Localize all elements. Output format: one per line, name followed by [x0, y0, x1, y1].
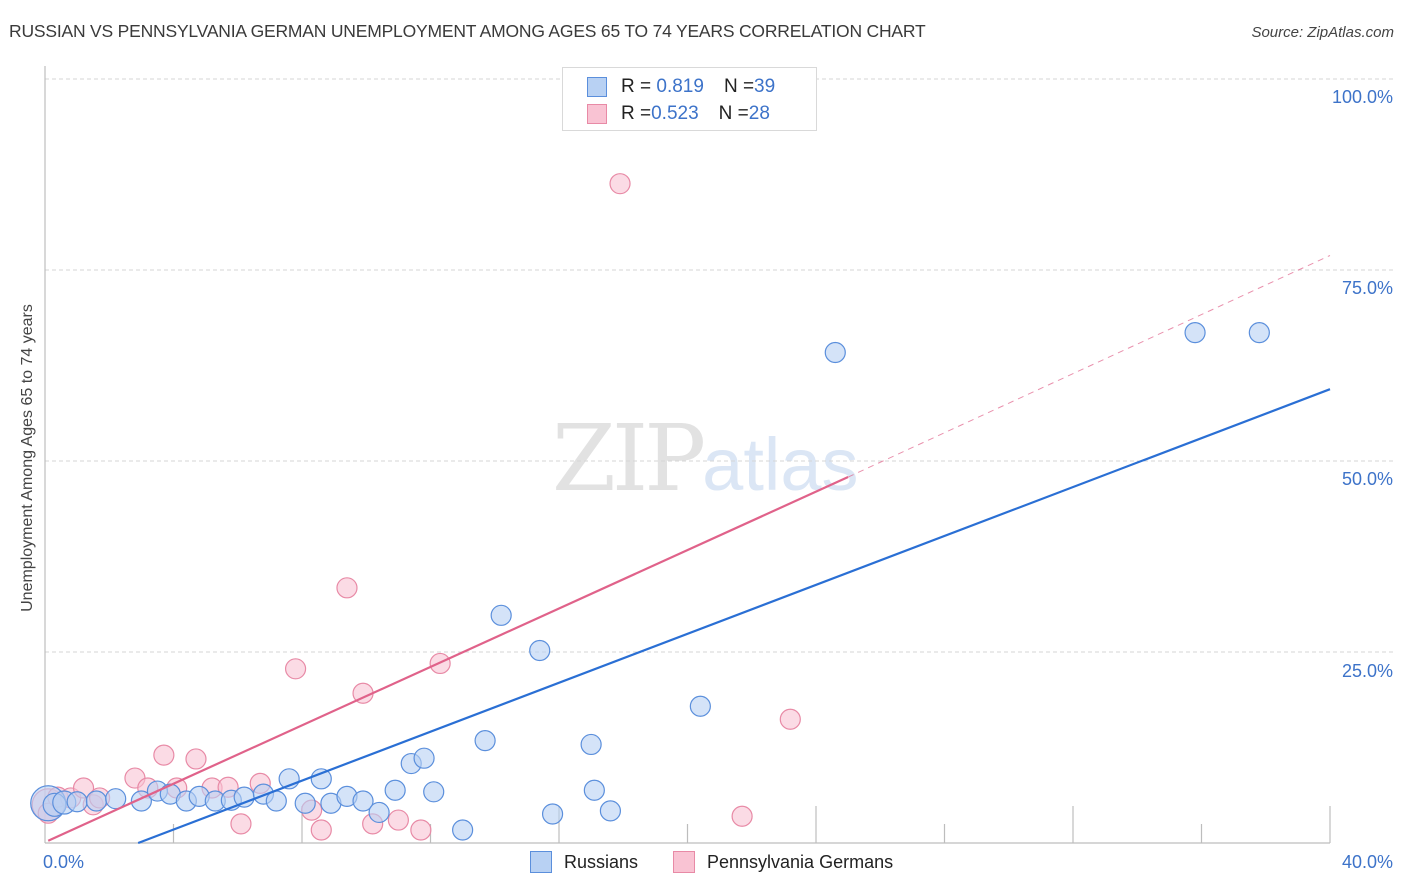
r-value: 0.819 [656, 76, 704, 97]
y-tick-50: 50.0% [1341, 469, 1393, 489]
data-point [384, 779, 406, 801]
data-point [580, 733, 602, 756]
data-point [824, 341, 846, 364]
chart-title: RUSSIAN VS PENNSYLVANIA GERMAN UNEMPLOYM… [9, 21, 926, 41]
legend-item-pennsylvania-germans[interactable]: Pennsylvania Germans [673, 851, 893, 873]
watermark-atlas: atlas [702, 423, 859, 506]
y-tick-75: 75.0% [1341, 278, 1393, 298]
source-credit: Source: ZipAtlas.com [1251, 24, 1394, 41]
data-point [368, 801, 390, 824]
r-label: R = [621, 103, 652, 124]
data-point [413, 747, 435, 769]
legend-item-russians[interactable]: Russians [530, 851, 638, 873]
x-tick-max: 40.0% [1341, 852, 1393, 872]
data-point [387, 809, 409, 831]
russians-swatch-icon [530, 851, 552, 873]
penn-trendline-extension [847, 255, 1331, 478]
legend-label: Pennsylvania Germans [707, 851, 894, 872]
stats-legend-row-russians: R = 0.819 N = 39 [587, 75, 775, 99]
r-value: 0.523 [651, 103, 699, 124]
stats-legend-row-penn: R = 0.523 N = 28 [587, 102, 770, 126]
data-point [779, 708, 801, 730]
n-value: 28 [748, 103, 770, 124]
data-point [731, 805, 753, 827]
data-point [529, 639, 551, 662]
watermark-zip: ZIP [552, 405, 706, 512]
data-point [452, 819, 474, 841]
data-point [185, 748, 207, 770]
data-point [230, 813, 252, 835]
data-point [310, 819, 332, 841]
data-point [410, 819, 432, 841]
stats-legend: R = 0.819 N = 39 R = 0.523 N = 28 [562, 67, 817, 131]
n-value: 39 [754, 76, 776, 97]
data-point [689, 695, 711, 717]
r-label: R = [621, 76, 652, 97]
data-point [474, 730, 496, 752]
russians-points [30, 322, 1270, 841]
data-point [66, 791, 88, 813]
watermark: ZIPatlas [552, 405, 858, 512]
trendlines [47, 255, 1331, 845]
axes-lines [44, 66, 1331, 844]
pennsylvania-germans-points [31, 173, 801, 841]
y-tick-25: 25.0% [1341, 661, 1393, 681]
n-label: N = [723, 76, 755, 97]
russians-trendline [137, 388, 1331, 845]
x-tick-min: 0.0% [43, 852, 85, 872]
y-axis-label: Unemployment Among Ages 65 to 74 years [19, 304, 36, 612]
data-point [583, 779, 605, 801]
data-point [490, 604, 512, 626]
legend-label: Russians [564, 851, 639, 872]
russians-swatch-icon [587, 77, 607, 97]
data-point [1184, 322, 1206, 344]
data-point [336, 577, 358, 599]
penn-swatch-icon [587, 104, 607, 124]
data-point [284, 658, 307, 680]
data-point [153, 744, 175, 766]
data-point [310, 768, 332, 790]
data-point [352, 790, 374, 812]
y-tick-100: 100.0% [1331, 87, 1393, 107]
data-point [1248, 322, 1270, 344]
data-point [423, 781, 445, 803]
penn-swatch-icon [673, 851, 695, 873]
data-point [609, 173, 631, 195]
penn-trendline [47, 476, 849, 842]
data-point [294, 792, 316, 814]
data-point [599, 800, 622, 822]
gridlines [45, 78, 1393, 653]
data-point [105, 788, 127, 810]
data-point [85, 790, 108, 812]
n-label: N = [718, 103, 749, 124]
data-point [541, 803, 564, 825]
